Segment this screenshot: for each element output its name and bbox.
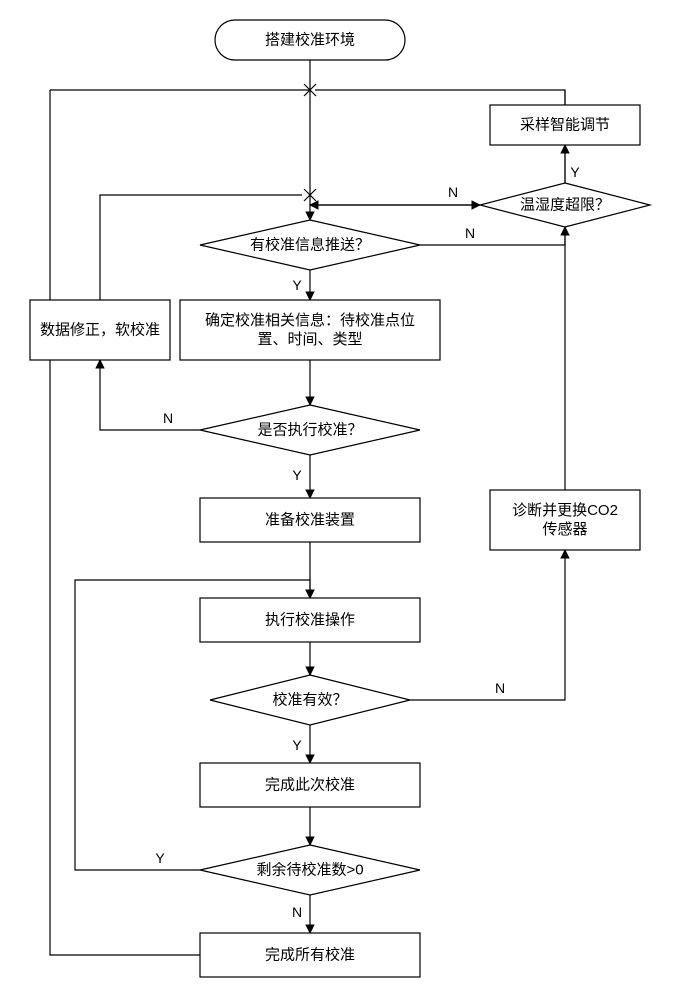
node-d_push: 有校准信息推送？ (200, 220, 420, 270)
node-replace: 诊断并更换CO2 传感器 (490, 490, 640, 550)
node-text: 执行校准操作 (265, 612, 355, 629)
branch-label: N (163, 410, 173, 426)
node-d_rem: 剩余待校准数>0 (200, 845, 420, 895)
node-d_exec: 是否执行校准？ (200, 405, 420, 455)
branch-label: N (465, 225, 475, 241)
flowchart: 搭建校准环境采样智能调节温湿度超限？ 有校准信息推送？ 确定校准相关信息：待校准点位… (0, 0, 700, 1000)
node-doneall: 完成所有校准 (200, 933, 420, 977)
node-text: 传感器 (542, 521, 587, 538)
node-soft: 数据修正，软校准 (30, 300, 170, 360)
node-text: 搭建校准环境 (265, 31, 355, 49)
nodes: 搭建校准环境采样智能调节温湿度超限？ 有校准信息推送？ 确定校准相关信息：待校准点位… (30, 20, 650, 977)
node-text: 完成此次校准 (265, 777, 355, 794)
branch-label: Y (292, 467, 302, 483)
node-text: 准备校准装置 (265, 512, 355, 529)
branch-label: N (448, 184, 458, 200)
node-text: 有校准信息推送？ (250, 237, 370, 254)
node-text: 剩余待校准数>0 (256, 861, 363, 879)
branch-label: Y (570, 164, 580, 180)
node-info: 确定校准相关信息：待校准点位置、时间、类型 (180, 300, 440, 360)
node-text: 诊断并更换CO2 (512, 502, 618, 519)
node-d_th: 温湿度超限？ (480, 183, 650, 227)
node-done1: 完成此次校准 (200, 763, 420, 807)
node-text: 确定校准相关信息：待校准点位 (205, 312, 415, 329)
node-prep: 准备校准装置 (200, 498, 420, 542)
branch-label: Y (292, 277, 302, 293)
branch-label: Y (292, 737, 302, 753)
node-text: 温湿度超限？ (520, 197, 610, 214)
node-text: 采样智能调节 (520, 116, 610, 134)
branch-label: Y (155, 850, 165, 866)
node-text: 数据修正，软校准 (40, 322, 160, 339)
node-d_valid: 校准有效？ (210, 675, 410, 725)
node-start: 搭建校准环境 (215, 20, 405, 60)
node-sample: 采样智能调节 (490, 105, 640, 145)
node-text: 是否执行校准？ (257, 422, 362, 439)
node-text: 置、时间、类型 (257, 331, 362, 348)
branch-label: N (292, 904, 302, 920)
branch-label: N (495, 680, 505, 696)
node-exec: 执行校准操作 (200, 598, 420, 642)
node-text: 完成所有校准 (265, 947, 355, 964)
node-text: 校准有效？ (272, 692, 347, 709)
